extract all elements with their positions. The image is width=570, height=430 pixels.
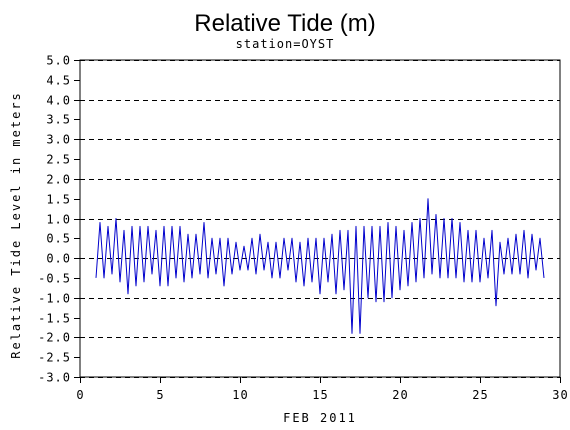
x-tick-label: 25: [472, 388, 488, 402]
y-tick-label: -1.5: [38, 312, 71, 326]
y-tick-label: -3.0: [38, 371, 71, 385]
y-tick-label: 4.0: [46, 94, 71, 108]
y-tick-label: 0.5: [46, 232, 71, 246]
y-tick-label: 2.5: [46, 153, 71, 167]
x-tick-label: 0: [76, 388, 84, 402]
x-tick-label: 5: [156, 388, 164, 402]
y-tick-label: 3.5: [46, 113, 71, 127]
y-tick-label: 1.0: [46, 213, 71, 227]
y-tick-label: 1.5: [46, 193, 71, 207]
y-tick-label: -2.5: [38, 351, 71, 365]
x-axis: 0 5 10 15 20 25 30: [76, 377, 568, 402]
y-tick-label: 3.0: [46, 133, 71, 147]
grid-lines: [80, 60, 560, 378]
plot-frame: [79, 59, 561, 378]
y-tick-label: -0.5: [38, 272, 71, 286]
x-tick-label: 30: [552, 388, 568, 402]
x-tick-label: 10: [232, 388, 248, 402]
y-tick-label: 2.0: [46, 173, 71, 187]
y-tick-label: -1.0: [38, 292, 71, 306]
x-axis-label: FEB 2011: [283, 411, 357, 425]
series-layer: [95, 198, 545, 334]
y-tick-label: 0.0: [46, 252, 71, 266]
chart-title: Relative Tide (m): [194, 10, 375, 37]
chart-subtitle: station=OYST: [236, 37, 335, 51]
y-tick-label: 4.5: [46, 74, 71, 88]
y-axis-label: Relative Tide Level in meters: [9, 91, 23, 359]
x-tick-label: 20: [392, 388, 408, 402]
y-tick-label: 5.0: [46, 54, 71, 68]
tide-series-line: [95, 198, 545, 334]
y-axis: -3.0 -2.5 -2.0 -1.5 -1.0 -0.5 0.0 0.5 1.0 1.5 2.0 2…: [38, 54, 80, 385]
y-tick-label: -2.0: [38, 331, 71, 345]
x-tick-label: 15: [312, 388, 328, 402]
